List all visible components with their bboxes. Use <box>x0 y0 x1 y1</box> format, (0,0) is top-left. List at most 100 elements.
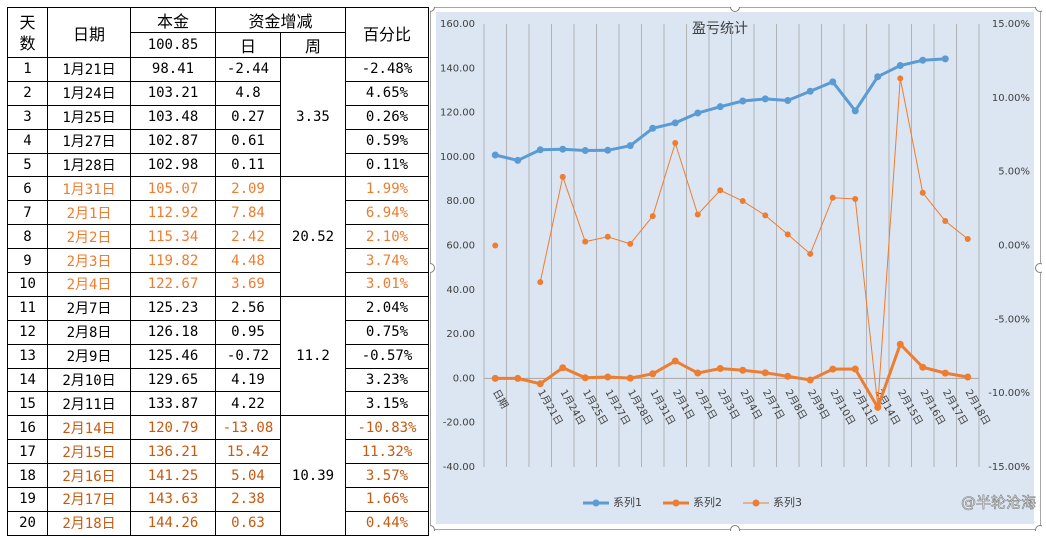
chart-title: 盈亏统计 <box>692 21 748 37</box>
y-tick-label: 160.00 <box>440 19 475 30</box>
resize-handle <box>730 7 740 12</box>
change-cell: 4.8 <box>215 80 281 106</box>
legend-label: 系列1 <box>613 495 642 509</box>
date-cell: 1月25日 <box>47 104 131 130</box>
principal-cell: 115.34 <box>130 224 216 250</box>
day-cell: 11 <box>7 295 48 321</box>
series-marker <box>874 402 881 409</box>
series-marker <box>581 147 589 155</box>
principal-cell: 105.07 <box>130 176 216 202</box>
change-cell: 2.09 <box>215 176 281 202</box>
date-cell: 2月9日 <box>47 343 131 369</box>
table-row: 15 2月11日 133.87 4.22 3.15% <box>7 391 429 417</box>
series-marker <box>964 236 971 243</box>
change-cell: 2.56 <box>215 295 281 321</box>
pct-cell: 3.23% <box>345 367 429 393</box>
day-cell: 20 <box>7 510 48 536</box>
date-cell: 2月1日 <box>47 200 131 226</box>
principal-cell: 143.63 <box>130 487 216 512</box>
series-marker <box>919 189 926 196</box>
date-cell: 2月10日 <box>47 367 131 393</box>
change-cell: 0.95 <box>215 319 281 345</box>
table-row: 13 2月9日 125.46 -0.72 -0.57% <box>7 343 429 369</box>
y2-tick-label: -15.00% <box>988 462 1030 473</box>
series-marker <box>514 374 522 382</box>
day-cell: 16 <box>7 415 48 441</box>
pct-cell: 1.99% <box>345 176 429 202</box>
series-marker <box>784 231 791 238</box>
principal-cell: 120.79 <box>130 415 216 441</box>
day-cell: 10 <box>7 272 48 297</box>
legend-label: 系列3 <box>773 495 802 509</box>
series-marker <box>829 365 837 373</box>
day-cell: 1 <box>7 57 48 82</box>
y-tick-label: 120.00 <box>440 108 475 119</box>
pct-cell: 1.66% <box>345 487 429 512</box>
y-tick-label: 60.00 <box>446 241 475 252</box>
change-cell: 7.84 <box>215 200 281 226</box>
legend-label: 系列2 <box>693 495 722 509</box>
resize-handle <box>430 525 435 531</box>
day-cell: 7 <box>7 200 48 226</box>
series-marker <box>537 279 544 286</box>
series-line <box>539 78 969 406</box>
change-cell: -0.72 <box>215 343 281 369</box>
series-marker <box>536 380 544 388</box>
series-marker <box>649 124 657 132</box>
series-marker <box>514 156 522 164</box>
date-cell: 2月11日 <box>47 391 131 417</box>
series-marker <box>896 340 904 348</box>
resize-handle <box>430 263 435 273</box>
series-marker <box>627 240 634 247</box>
data-table: 天数 日期 本金 资金增减 百分比 100.85 日 周 1 1月21日 98.41… <box>7 7 429 536</box>
legend-marker <box>592 499 600 507</box>
series-marker <box>964 373 972 381</box>
pct-cell: 0.11% <box>345 152 429 178</box>
date-cell: 1月27日 <box>47 128 131 154</box>
change-cell: 15.42 <box>215 439 281 465</box>
week-cell: 11.2 <box>280 295 346 417</box>
y2-tick-label: 0.00% <box>998 241 1030 252</box>
series-marker <box>784 372 792 380</box>
date-cell: 2月8日 <box>47 319 131 345</box>
series-marker <box>761 95 769 103</box>
legend-marker <box>752 499 760 507</box>
day-cell: 8 <box>7 224 48 250</box>
pct-cell: 3.15% <box>345 391 429 417</box>
series-marker <box>717 187 724 194</box>
principal-cell: 129.65 <box>130 367 216 393</box>
principal-cell: 102.87 <box>130 128 216 154</box>
series-marker <box>582 238 589 245</box>
header-daily: 日 <box>215 32 281 58</box>
day-cell: 13 <box>7 343 48 369</box>
pct-cell: 0.26% <box>345 104 429 130</box>
week-cell: 10.39 <box>280 415 346 536</box>
series-marker <box>694 109 702 117</box>
principal-cell: 144.26 <box>130 510 216 536</box>
pct-cell: 3.57% <box>345 463 429 489</box>
table-row: 2 1月24日 103.21 4.8 4.65% <box>7 80 429 106</box>
principal-cell: 136.21 <box>130 439 216 465</box>
series-marker <box>559 364 567 372</box>
date-cell: 2月3日 <box>47 248 131 274</box>
y-tick-label: -40.00 <box>443 462 475 473</box>
y-tick-label: 20.00 <box>446 329 475 340</box>
date-cell: 1月31日 <box>47 176 131 202</box>
pct-cell: 2.04% <box>345 295 429 321</box>
day-cell: 12 <box>7 319 48 345</box>
series-marker <box>851 365 859 373</box>
week-cell: 3.35 <box>280 56 346 178</box>
y-tick-label: -20.00 <box>443 418 475 429</box>
resize-handle <box>730 525 740 531</box>
series-marker <box>852 195 859 202</box>
series-marker <box>649 213 656 220</box>
y2-tick-label: -5.00% <box>995 314 1030 325</box>
pct-cell: 6.94% <box>345 200 429 226</box>
change-cell: 4.22 <box>215 391 281 417</box>
principal-cell: 119.82 <box>130 248 216 274</box>
principal-cell: 102.98 <box>130 152 216 178</box>
date-cell: 2月15日 <box>47 439 131 465</box>
table-row: 14 2月10日 129.65 4.19 3.23% <box>7 367 429 393</box>
pct-cell: -0.57% <box>345 343 429 369</box>
principal-cell: 141.25 <box>130 463 216 489</box>
